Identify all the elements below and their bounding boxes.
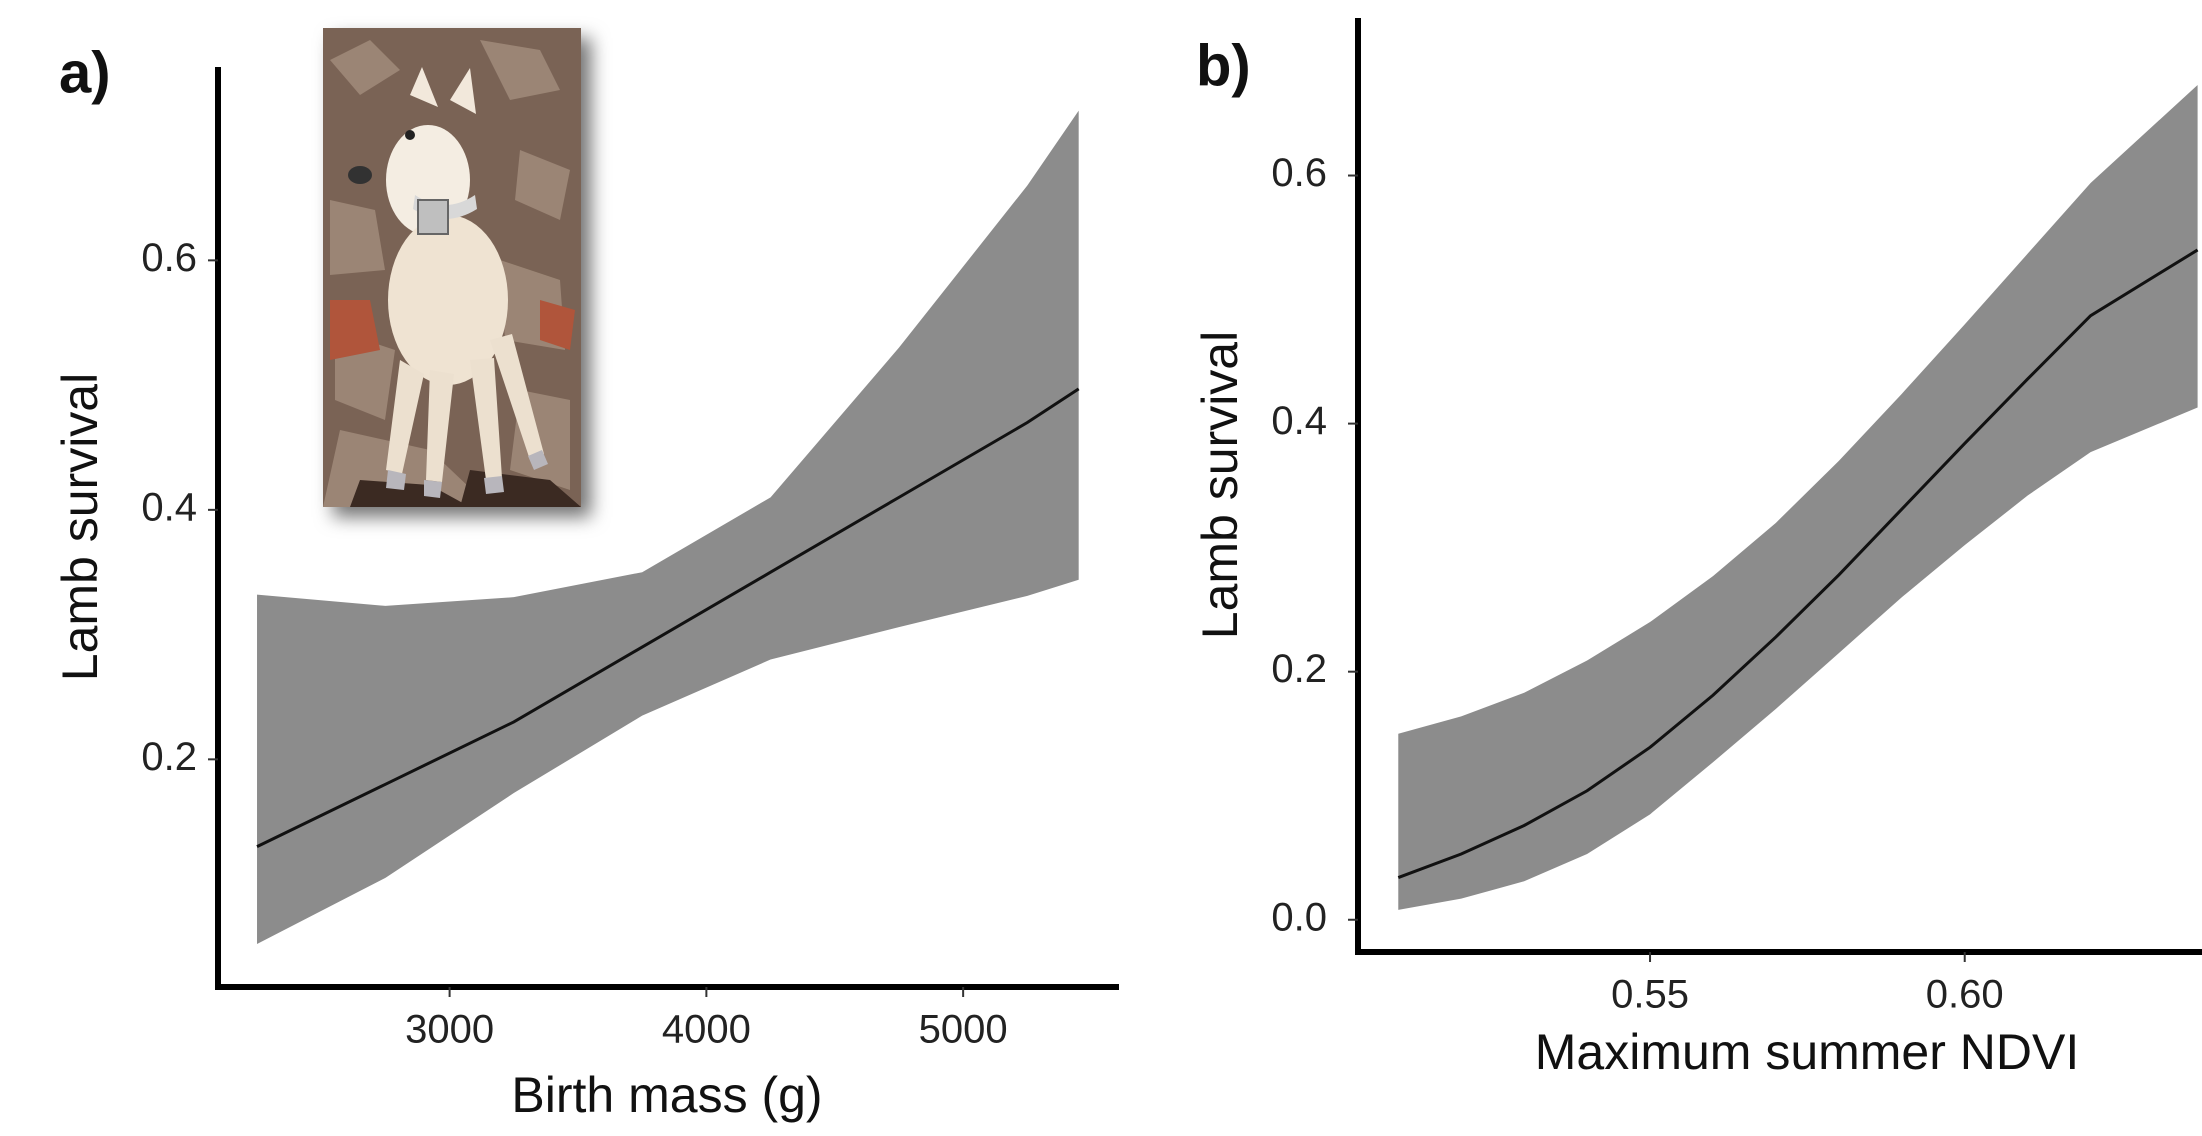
y-tick-label: 0.2	[1271, 647, 1327, 691]
x-tick-label: 0.60	[1926, 973, 2004, 1017]
y-tick-label: 0.4	[1271, 399, 1327, 443]
x-axis-title: Birth mass (g)	[511, 1067, 822, 1123]
y-tick-label: 0.6	[1271, 151, 1327, 195]
x-axis-title: Maximum summer NDVI	[1535, 1024, 2079, 1080]
y-tick-label: 0.6	[141, 236, 197, 280]
y-tick-label: 0.0	[1271, 895, 1327, 939]
y-axis-title: Lamb survival	[52, 373, 108, 681]
x-tick-label: 4000	[662, 1008, 751, 1052]
fit-line	[1397, 248, 2199, 879]
fit-line	[256, 387, 1080, 849]
confidence-band	[257, 110, 1079, 944]
x-tick-label: 3000	[405, 1008, 494, 1052]
panels: 0.2 0.4 0.6 3000 4000 5000 Birth mass (g) Lamb …	[52, 18, 2202, 1123]
panel-label: b)	[1196, 33, 1251, 98]
x-tick-label: 0.55	[1611, 973, 1689, 1017]
panel-label: a)	[59, 40, 111, 105]
y-tick-label: 0.2	[141, 735, 197, 779]
x-tick-label: 5000	[919, 1008, 1008, 1052]
y-axis-title: Lamb survival	[1192, 331, 1248, 639]
lamb-photo	[323, 28, 581, 507]
y-tick-label: 0.4	[141, 485, 197, 529]
confidence-band	[1398, 84, 2198, 910]
